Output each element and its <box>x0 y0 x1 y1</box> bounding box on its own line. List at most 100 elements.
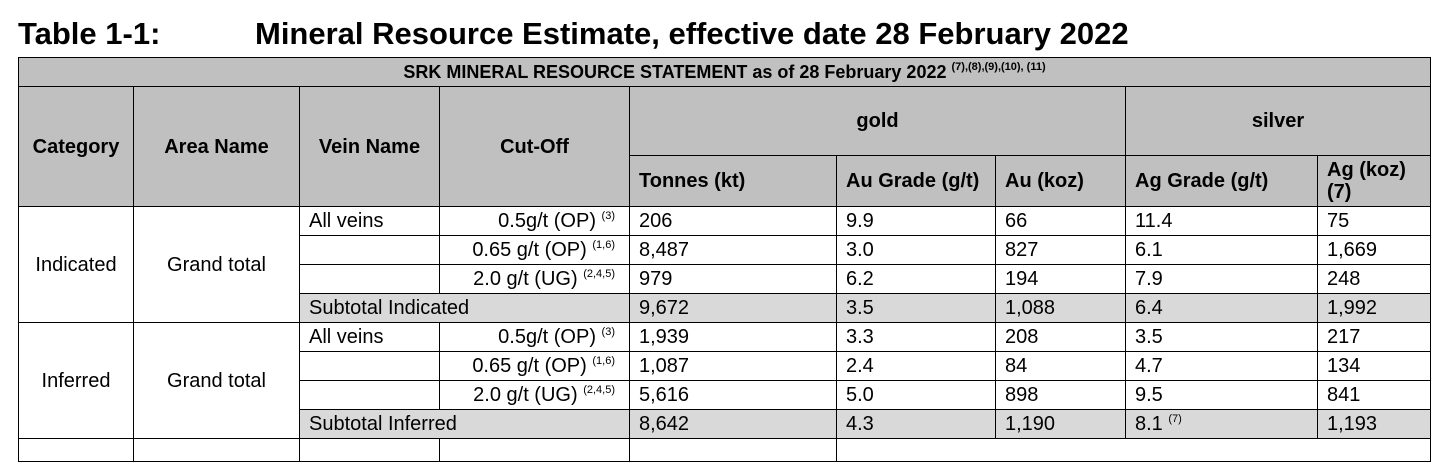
au-grade-cell-text: 3.0 <box>846 239 874 261</box>
ag-grade-cell-text: 6.1 <box>1135 239 1163 261</box>
header-ag-koz-label: Ag (koz) <box>1327 159 1406 181</box>
mineral-resource-table: SRK MINERAL RESOURCE STATEMENT as of 28 … <box>18 57 1431 462</box>
au-koz-cell-text: 84 <box>1005 355 1028 377</box>
header-row-1: Category Area Name Vein Name Cut-Off gol… <box>18 86 1431 207</box>
table-row: Indicated Grand total All veins 0.5g/t (OP)… <box>18 206 1431 323</box>
cutoff-cell-text: 0.65 g/t (OP) <box>472 355 587 377</box>
subtotal-tonnes-cell: 8,642 <box>629 409 837 439</box>
au-koz-cell-text: 827 <box>1005 239 1039 261</box>
tonnes-cell: 979 <box>629 264 837 294</box>
au-koz-cell: 194 <box>995 264 1126 294</box>
header-category: Category <box>18 86 134 207</box>
ag-grade-cell: 7.9 <box>1125 264 1318 294</box>
subtotal-ag-koz-cell: 1,193 <box>1317 409 1431 439</box>
table-row: 2.0 g/t (UG) (2,4,5) 5,616 5.0 898 9.5 841 <box>19 380 1431 410</box>
ag-grade-cell-text: 4.7 <box>1135 355 1163 377</box>
tonnes-cell-text: 8,487 <box>639 239 690 261</box>
subtotal-ag-koz-cell-text: 1,992 <box>1327 297 1378 319</box>
ag-koz-cell-text: 75 <box>1327 210 1350 232</box>
vein-cell <box>299 351 440 381</box>
table-row: 0.65 g/t (OP) (1,6) 1,087 2.4 84 4.7 134 <box>19 351 1431 381</box>
vein-cell: All veins <box>299 206 440 236</box>
empty-cell <box>629 438 837 462</box>
au-grade-cell: 6.2 <box>836 264 996 294</box>
tonnes-cell-text: 1,939 <box>639 326 690 348</box>
au-koz-cell-text: 66 <box>1005 210 1028 232</box>
statement-notes: (7),(8),(9),(10), (11) <box>951 61 1046 73</box>
header-tonnes: Tonnes (kt) <box>629 155 837 207</box>
empty-cell <box>18 438 134 462</box>
ag-koz-cell: 248 <box>1317 264 1431 294</box>
subtotal-label-cell-text: Subtotal Inferred <box>309 413 457 435</box>
ag-koz-cell: 134 <box>1317 351 1431 381</box>
au-grade-cell-text: 5.0 <box>846 384 874 406</box>
subtotal-ag-koz-cell-text: 1,193 <box>1327 413 1378 435</box>
cutoff-cell-text: 2.0 g/t (UG) <box>473 384 578 406</box>
subtotal-au-koz-cell: 1,190 <box>995 409 1126 439</box>
header-silver: silver <box>1125 86 1431 156</box>
subtotal-au-koz-cell-text: 1,088 <box>1005 297 1056 319</box>
header-vein-name: Vein Name <box>299 86 440 207</box>
au-grade-cell: 3.3 <box>836 322 996 352</box>
subtotal-ag-grade-cell-text: 8.1 <box>1135 413 1163 435</box>
subtotal-ag-grade-cell-text: 6.4 <box>1135 297 1163 319</box>
cutoff-cell-note: (2,4,5) <box>583 268 615 280</box>
tonnes-cell: 1,087 <box>629 351 837 381</box>
vein-cell-text: All veins <box>309 326 384 348</box>
ag-grade-cell-text: 7.9 <box>1135 268 1163 290</box>
au-koz-cell-text: 898 <box>1005 384 1039 406</box>
au-grade-cell-text: 9.9 <box>846 210 874 232</box>
ag-koz-cell: 841 <box>1317 380 1431 410</box>
category-cell-text: Indicated <box>35 253 117 276</box>
vein-cell <box>299 380 440 410</box>
ag-koz-cell-text: 134 <box>1327 355 1361 377</box>
ag-grade-cell: 11.4 <box>1125 206 1318 236</box>
tonnes-cell-text: 979 <box>639 268 673 290</box>
ag-koz-cell: 217 <box>1317 322 1431 352</box>
au-koz-cell: 898 <box>995 380 1126 410</box>
statement-cell: SRK MINERAL RESOURCE STATEMENT as of 28 … <box>18 57 1431 87</box>
au-koz-cell: 66 <box>995 206 1126 236</box>
table-title: Mineral Resource Estimate, effective dat… <box>255 16 1129 51</box>
ag-grade-cell: 4.7 <box>1125 351 1318 381</box>
empty-cell <box>299 438 440 462</box>
subtotal-au-grade-cell: 4.3 <box>836 409 996 439</box>
empty-cell <box>133 438 300 462</box>
ag-koz-cell: 1,669 <box>1317 235 1431 265</box>
table-row-cutoff <box>18 438 1431 462</box>
cutoff-cell-note: (2,4,5) <box>583 384 615 396</box>
empty-cell <box>836 438 1431 462</box>
table-number: Table 1-1: <box>18 16 161 51</box>
ag-grade-cell-text: 9.5 <box>1135 384 1163 406</box>
subtotal-au-koz-cell: 1,088 <box>995 293 1126 323</box>
header-ag-koz-note: (7) <box>1327 181 1352 203</box>
header-gold: gold <box>629 86 1126 156</box>
subtotal-ag-grade-cell-note: (7) <box>1168 413 1182 425</box>
au-grade-cell: 5.0 <box>836 380 996 410</box>
area-cell-text: Grand total <box>167 369 266 392</box>
area-cell: Grand total <box>133 206 300 323</box>
au-grade-cell-text: 3.3 <box>846 326 874 348</box>
subtotal-au-grade-cell: 3.5 <box>836 293 996 323</box>
table-row: Inferred Grand total All veins 0.5g/t (OP) … <box>18 322 1431 439</box>
cutoff-cell: 0.5g/t (OP) (3) <box>439 322 630 352</box>
cutoff-cell: 2.0 g/t (UG) (2,4,5) <box>439 264 630 294</box>
ag-koz-cell: 75 <box>1317 206 1431 236</box>
au-grade-cell: 9.9 <box>836 206 996 236</box>
subtotal-tonnes-cell-text: 9,672 <box>639 297 690 319</box>
cutoff-cell-note: (1,6) <box>592 355 615 367</box>
vein-cell-text: All veins <box>309 210 384 232</box>
category-cell: Inferred <box>18 322 134 439</box>
subtotal-ag-grade-cell: 6.4 <box>1125 293 1318 323</box>
au-grade-cell-text: 2.4 <box>846 355 874 377</box>
cutoff-cell-note: (3) <box>601 326 615 338</box>
ag-koz-cell-text: 217 <box>1327 326 1361 348</box>
au-koz-cell-text: 208 <box>1005 326 1039 348</box>
header-au-koz: Au (koz) <box>995 155 1126 207</box>
cutoff-cell: 0.65 g/t (OP) (1,6) <box>439 351 630 381</box>
ag-grade-cell: 9.5 <box>1125 380 1318 410</box>
au-grade-cell: 2.4 <box>836 351 996 381</box>
subtotal-ag-grade-cell: 8.1 (7) <box>1125 409 1318 439</box>
vein-cell <box>299 264 440 294</box>
statement-text: SRK MINERAL RESOURCE STATEMENT as of 28 … <box>403 62 947 82</box>
